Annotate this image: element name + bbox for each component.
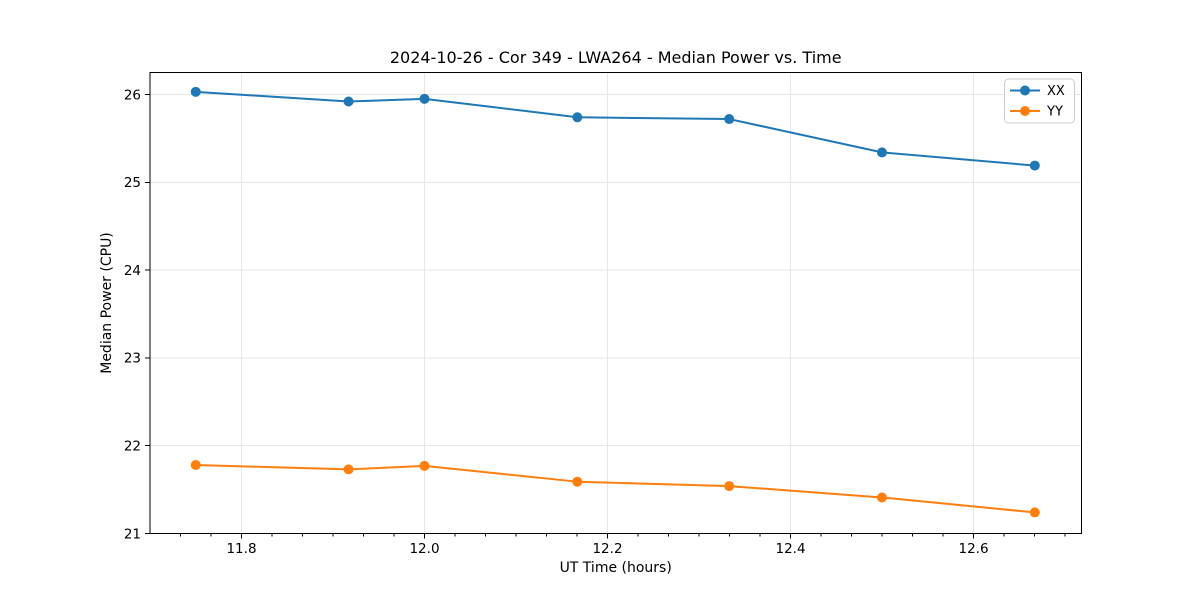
series-xx-marker [343,96,354,107]
y-tick-label: 25 [124,175,141,191]
series-xx-marker [724,114,735,125]
x-tick-label: 12.2 [592,541,622,557]
y-tick-label: 21 [124,526,141,542]
series-yy-line [194,464,1036,514]
legend-marker-xx [1020,85,1030,96]
y-tick-label: 26 [124,87,141,103]
x-axis-label: UT Time (hours) [560,560,672,576]
series-yy-marker [419,460,430,471]
series-xx-marker [419,93,430,104]
series-yy-marker [190,460,201,471]
series-xx-marker [877,147,888,158]
series-yy-marker [724,481,735,492]
series-yy-marker [1029,507,1040,518]
legend-item-xx: XX [1010,84,1065,99]
x-tick-label: 12.4 [775,541,805,557]
legend: XX YY [1004,78,1075,124]
series-yy-marker [343,464,354,475]
x-tick-label: 11.8 [226,541,256,557]
grid-layer [150,72,1082,534]
series-xx-marker [572,112,583,123]
series-yy-marker [877,492,888,503]
y-tick-label: 22 [124,438,141,454]
x-tick-label: 12.0 [409,541,439,557]
chart-title: 2024-10-26 - Cor 349 - LWA264 - Median P… [390,48,842,67]
legend-label-xx: XX [1047,84,1065,99]
x-tick-label: 12.6 [958,541,988,557]
legend-label-yy: YY [1046,105,1063,120]
series-xx-marker [1029,160,1040,171]
legend-marker-yy [1020,106,1030,116]
plot-frame [149,72,1082,534]
series-xx-marker [190,86,201,97]
series-layer [190,86,1040,518]
y-tick-label: 24 [124,263,141,279]
series-xx-line [194,90,1036,167]
series-yy-marker [572,476,583,487]
legend-item-yy: YY [1010,105,1063,120]
y-tick-label: 23 [124,351,141,367]
y-axis-label: Median Power (CPU) [99,232,115,374]
tick-layer: 11.8 12.0 12.2 12.4 12.6 21 22 23 24 25 26 [124,87,1066,557]
